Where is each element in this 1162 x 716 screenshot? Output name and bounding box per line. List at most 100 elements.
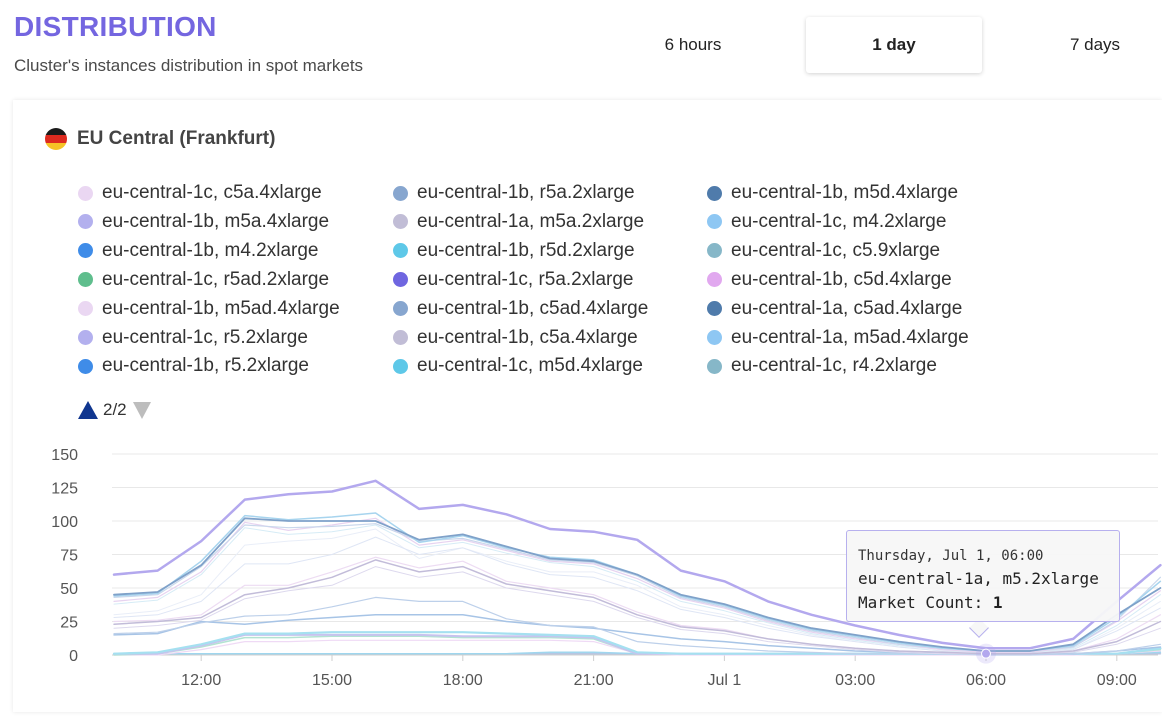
- tab-1-day[interactable]: 1 day: [806, 17, 982, 73]
- x-tick-label: 06:00: [966, 672, 1006, 689]
- legend-item[interactable]: eu-central-1b, r5d.2xlarge: [393, 238, 635, 264]
- x-tick-label: 09:00: [1097, 672, 1137, 689]
- legend-dot-icon: [707, 330, 722, 345]
- legend-label: eu-central-1c, r4.2xlarge: [731, 355, 937, 377]
- legend-label: eu-central-1c, c5a.4xlarge: [102, 182, 322, 203]
- legend-item[interactable]: eu-central-1b, m4.2xlarge: [78, 238, 319, 264]
- legend-dot-icon: [78, 214, 93, 230]
- legend-dot-icon: [707, 243, 722, 259]
- legend-item[interactable]: eu-central-1b, c5ad.4xlarge: [393, 296, 648, 322]
- legend-page-indicator: 2/2: [103, 400, 127, 419]
- legend-item[interactable]: eu-central-1c, r5.2xlarge: [78, 325, 308, 351]
- legend-item[interactable]: eu-central-1c, m4.2xlarge: [707, 209, 946, 235]
- legend-item[interactable]: eu-central-1c, m5d.4xlarge: [393, 353, 643, 379]
- region-label: EU Central (Frankfurt): [77, 128, 276, 149]
- chart-legend: eu-central-1c, c5a.4xlarge eu-central-1b,…: [78, 180, 1138, 386]
- legend-item[interactable]: eu-central-1c, c5.9xlarge: [707, 238, 940, 264]
- legend-page-down-icon[interactable]: [132, 401, 151, 419]
- legend-label: eu-central-1c, m5d.4xlarge: [417, 355, 643, 377]
- tooltip-value-label: Market Count:: [858, 593, 993, 612]
- legend-item[interactable]: eu-central-1b, m5d.4xlarge: [707, 180, 958, 206]
- time-range-tabs: 6 hours 1 day 7 days: [590, 17, 1162, 73]
- page-title: DISTRIBUTION: [14, 11, 217, 42]
- page-subtitle: Cluster's instances distribution in spot…: [14, 56, 364, 75]
- legend-item[interactable]: eu-central-1b, c5a.4xlarge: [393, 325, 638, 351]
- tooltip-value-row: Market Count: 1: [858, 591, 1119, 615]
- legend-label: eu-central-1b, c5ad.4xlarge: [417, 297, 649, 319]
- legend-dot-icon: [393, 214, 408, 230]
- x-tick-label: 15:00: [312, 672, 352, 689]
- legend-label: eu-central-1b, m5ad.4xlarge: [102, 297, 340, 319]
- tooltip-date: Thursday, Jul 1, 06:00: [858, 548, 1044, 564]
- legend-dot-icon: [78, 185, 93, 201]
- legend-item[interactable]: eu-central-1c, c5a.4xlarge: [78, 180, 322, 206]
- legend-page-up-icon[interactable]: [78, 401, 98, 419]
- legend-dot-icon: [78, 272, 93, 288]
- legend-label: eu-central-1c, r5.2xlarge: [102, 326, 308, 348]
- legend-label: eu-central-1c, c5.9xlarge: [731, 239, 941, 261]
- legend-pager: 2/2: [78, 398, 151, 422]
- legend-dot-icon: [78, 358, 93, 374]
- legend-label: eu-central-1a, c5ad.4xlarge: [731, 297, 963, 319]
- legend-item[interactable]: eu-central-1b, c5d.4xlarge: [707, 267, 952, 293]
- legend-label: eu-central-1b, r5a.2xlarge: [417, 182, 635, 203]
- legend-label: eu-central-1b, r5d.2xlarge: [417, 239, 635, 261]
- legend-label: eu-central-1c, r5ad.2xlarge: [102, 268, 330, 290]
- legend-label: eu-central-1b, c5a.4xlarge: [417, 326, 638, 348]
- legend-label: eu-central-1b, m5d.4xlarge: [731, 182, 959, 203]
- tab-7-days[interactable]: 7 days: [1069, 35, 1121, 54]
- y-tick-label: 50: [60, 581, 78, 598]
- legend-dot-icon: [393, 330, 408, 345]
- legend-item[interactable]: eu-central-1a, c5ad.4xlarge: [707, 296, 962, 322]
- legend-label: eu-central-1a, m5ad.4xlarge: [731, 326, 969, 348]
- legend-label: eu-central-1b, c5d.4xlarge: [731, 268, 952, 290]
- legend-dot-icon: [393, 301, 408, 317]
- legend-dot-icon: [393, 358, 408, 374]
- legend-item[interactable]: eu-central-1b, m5ad.4xlarge: [78, 296, 340, 322]
- legend-dot-icon: [707, 214, 722, 230]
- y-tick-label: 150: [51, 447, 78, 464]
- tab-6-hours[interactable]: 6 hours: [664, 35, 722, 54]
- legend-item[interactable]: eu-central-1b, r5a.2xlarge: [393, 180, 635, 206]
- legend-label: eu-central-1b, r5.2xlarge: [102, 355, 309, 377]
- legend-item[interactable]: eu-central-1b, m5a.4xlarge: [78, 209, 329, 235]
- x-tick-label: 12:00: [181, 672, 221, 689]
- legend-dot-icon: [707, 358, 722, 374]
- legend-label: eu-central-1c, m4.2xlarge: [731, 210, 947, 232]
- tooltip-value: 1: [992, 593, 1003, 612]
- region-header: EU Central (Frankfurt): [45, 126, 275, 152]
- y-tick-label: 0: [69, 648, 78, 665]
- y-tick-label: 100: [51, 514, 78, 531]
- y-tick-label: 125: [51, 481, 78, 498]
- legend-item[interactable]: eu-central-1c, r4.2xlarge: [707, 353, 937, 379]
- highlight-point: [981, 648, 991, 659]
- tooltip-series: eu-central-1a, m5.2xlarge: [858, 569, 1099, 588]
- legend-dot-icon: [707, 185, 722, 201]
- legend-dot-icon: [393, 243, 408, 259]
- legend-dot-icon: [78, 243, 93, 259]
- y-tick-label: 75: [60, 548, 78, 565]
- legend-label: eu-central-1b, m5a.4xlarge: [102, 210, 330, 232]
- legend-dot-icon: [78, 301, 93, 317]
- germany-flag-icon: [45, 128, 67, 150]
- legend-item[interactable]: eu-central-1a, m5ad.4xlarge: [707, 325, 969, 351]
- legend-dot-icon: [707, 301, 722, 317]
- legend-dot-icon: [78, 330, 93, 345]
- legend-label: eu-central-1c, r5a.2xlarge: [417, 268, 634, 290]
- legend-label: eu-central-1b, m4.2xlarge: [102, 239, 319, 261]
- legend-item[interactable]: eu-central-1b, r5.2xlarge: [78, 353, 309, 379]
- legend-dot-icon: [393, 185, 408, 201]
- legend-dot-icon: [393, 272, 408, 288]
- legend-item[interactable]: eu-central-1c, r5a.2xlarge: [393, 267, 634, 293]
- y-tick-label: 25: [60, 615, 78, 632]
- chart-tooltip: Thursday, Jul 1, 06:00 eu-central-1a, m5…: [846, 530, 1120, 622]
- series-line: [112, 479, 1162, 650]
- legend-item[interactable]: eu-central-1c, r5ad.2xlarge: [78, 267, 329, 293]
- legend-label: eu-central-1a, m5a.2xlarge: [417, 210, 645, 232]
- x-tick-label: 21:00: [574, 672, 614, 689]
- x-tick-label: 03:00: [835, 672, 875, 689]
- legend-item[interactable]: eu-central-1a, m5a.2xlarge: [393, 209, 644, 235]
- legend-dot-icon: [707, 272, 722, 288]
- x-tick-label: 18:00: [443, 672, 483, 689]
- x-tick-label: Jul 1: [708, 672, 742, 689]
